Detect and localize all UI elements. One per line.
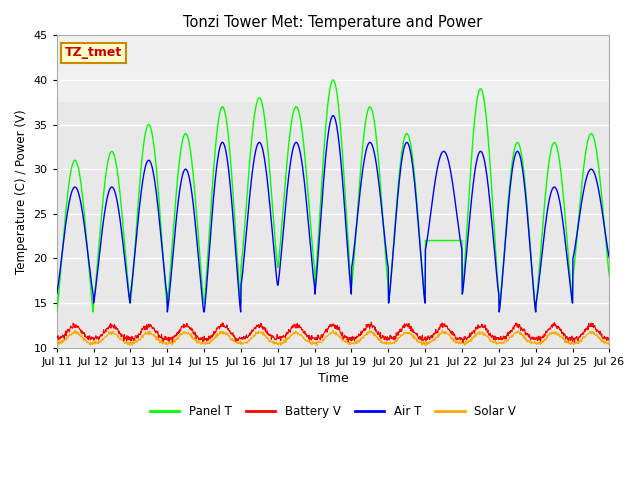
Battery V [176,327,184,333]
Air T [492,263,500,268]
Title: Tonzi Tower Met: Temperature and Power: Tonzi Tower Met: Temperature and Power [184,15,483,30]
Line: Battery V: Battery V [57,322,609,342]
Line: Air T: Air T [57,116,609,312]
Battery V [541,333,548,338]
Panel T [605,273,613,279]
Panel T [53,309,61,315]
Solar V [492,340,500,346]
Air T [163,309,171,315]
Legend: Panel T, Battery V, Air T, Solar V: Panel T, Battery V, Air T, Solar V [145,400,521,423]
X-axis label: Time: Time [317,372,348,385]
Line: Solar V: Solar V [57,330,609,346]
Panel T [540,206,548,212]
Air T [329,113,337,119]
Air T [420,286,428,292]
Panel T [329,77,337,83]
Solar V [163,339,170,345]
Solar V [237,339,245,345]
Battery V [492,335,500,341]
Line: Panel T: Panel T [57,80,609,312]
Solar V [438,327,446,333]
Panel T [163,293,170,299]
Solar V [541,336,548,342]
Air T [238,277,246,283]
Battery V [53,334,61,339]
Solar V [605,340,613,346]
Battery V [237,335,245,340]
Text: TZ_tmet: TZ_tmet [65,46,122,59]
Air T [176,185,184,191]
Panel T [176,156,184,162]
Battery V [605,336,613,341]
Solar V [422,343,430,348]
Solar V [419,340,427,346]
Battery V [163,337,170,343]
Battery V [460,339,467,345]
Air T [53,291,61,297]
Y-axis label: Temperature (C) / Power (V): Temperature (C) / Power (V) [15,109,28,274]
Panel T [237,262,245,267]
Air T [605,255,613,261]
Solar V [176,333,184,339]
Air T [163,286,170,292]
Panel T [492,244,499,250]
Panel T [419,281,427,287]
Battery V [367,319,375,325]
Bar [57,36,609,102]
Solar V [53,340,61,346]
Battery V [419,337,427,343]
Air T [541,229,548,235]
